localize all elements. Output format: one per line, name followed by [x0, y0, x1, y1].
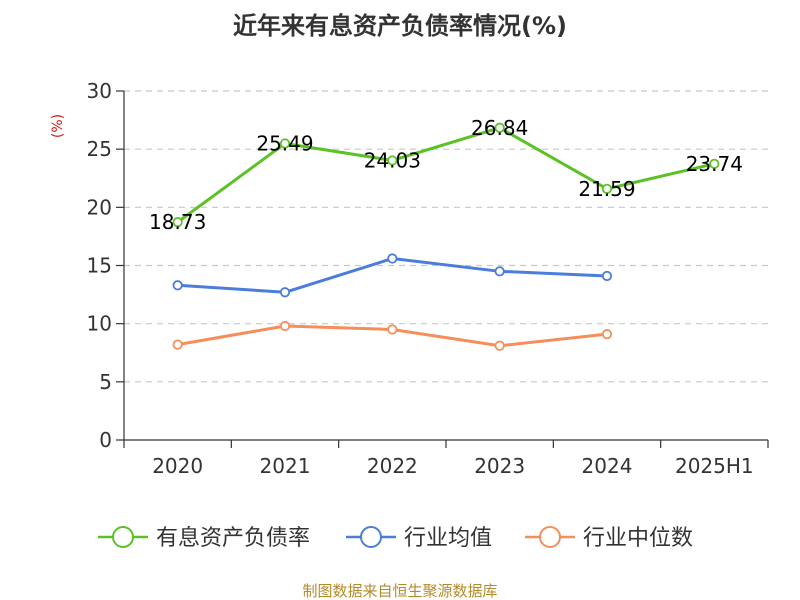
data-point [172, 339, 183, 350]
legend-label: 行业中位数 [583, 526, 693, 551]
x-tick-label: 2022 [367, 454, 418, 478]
data-point [172, 217, 183, 228]
x-tick-label: 2020 [152, 454, 203, 478]
y-tick-label: 0 [99, 428, 112, 452]
data-label: 25.49 [256, 131, 313, 155]
data-point [387, 155, 398, 166]
legend-marker [112, 526, 134, 548]
data-point [279, 320, 291, 332]
legend: 有息资产负债率 行业均值 行业中位数 [98, 526, 693, 551]
data-point [494, 122, 505, 133]
data-point [172, 280, 183, 291]
legend-item: 行业中位数 [525, 526, 693, 551]
data-point [601, 329, 613, 340]
data-label: 24.03 [364, 148, 421, 172]
source-note: 制图数据来自恒生聚源数据库 [302, 582, 497, 600]
data-labels: 18.73 25.49 24.03 26.84 21.59 23.74 [149, 116, 743, 234]
axes: 0 5 10 15 20 25 30 2020 2021 2022 2023 2024 2025H1 [87, 79, 769, 478]
data-label: 18.73 [149, 210, 206, 234]
y-tick-label: 10 [87, 312, 112, 336]
legend-label: 有息资产负债率 [156, 526, 310, 551]
data-point [601, 270, 613, 282]
x-tick-label: 2023 [474, 454, 525, 478]
series-layer [172, 122, 720, 351]
data-point [387, 253, 398, 264]
legend-item: 有息资产负债率 [98, 526, 310, 551]
legend-marker [360, 526, 382, 548]
x-tick-label: 2021 [260, 454, 311, 478]
series-line [176, 126, 716, 224]
series-1 [172, 122, 720, 228]
data-label: 23.74 [686, 152, 743, 176]
data-point [494, 340, 505, 351]
data-label: 26.84 [471, 116, 528, 140]
data-point [279, 138, 291, 149]
x-tick-label: 2024 [582, 454, 633, 478]
data-point [601, 183, 613, 194]
y-axis-unit-label: (%) [50, 114, 66, 138]
data-point [709, 158, 720, 169]
y-tick-label: 5 [99, 370, 112, 394]
y-tick-label: 20 [87, 195, 112, 219]
series-3 [172, 320, 613, 351]
x-tick-label: 2025H1 [675, 454, 754, 478]
series-2 [172, 253, 613, 298]
chart-title: 近年来有息资产负债率情况(%) [233, 12, 567, 40]
data-point [387, 324, 398, 335]
y-tick-label: 25 [87, 137, 112, 161]
legend-item: 行业均值 [346, 526, 492, 551]
legend-marker [539, 526, 561, 548]
y-tick-label: 15 [87, 254, 112, 278]
data-point [279, 287, 291, 298]
y-tick-label: 30 [87, 79, 112, 103]
data-point [494, 266, 505, 277]
data-label: 21.59 [578, 177, 635, 201]
legend-label: 行业均值 [404, 526, 492, 551]
